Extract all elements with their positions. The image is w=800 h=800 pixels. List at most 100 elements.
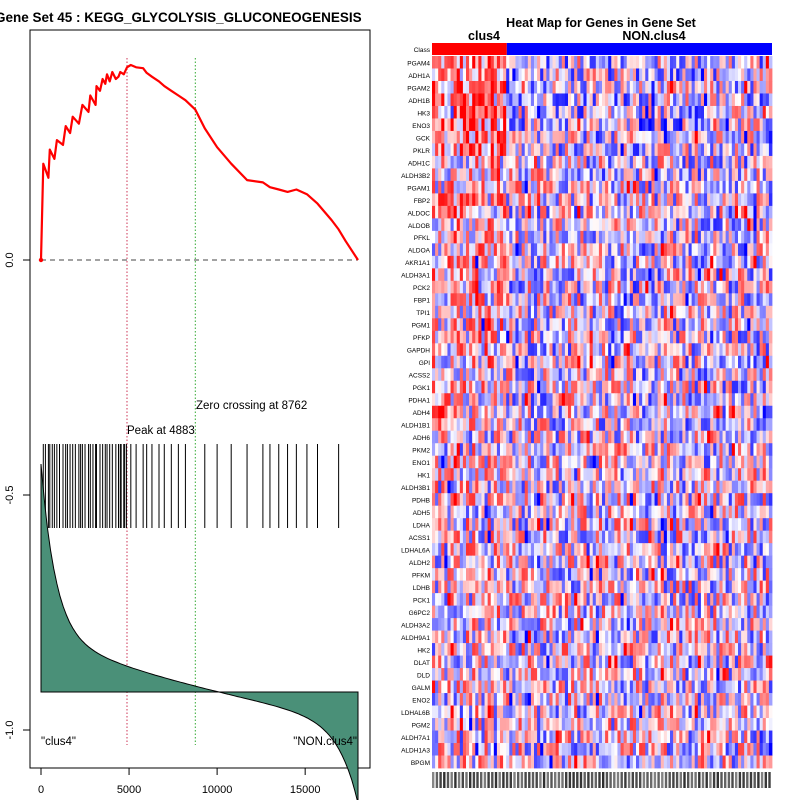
heatmap-cell	[753, 368, 757, 382]
heatmap-cell	[490, 393, 495, 407]
heatmap-cell	[462, 168, 467, 182]
heatmap-cell	[651, 56, 655, 69]
heatmap-cell	[762, 380, 767, 394]
heatmap-cell	[549, 143, 553, 157]
heatmap-cell	[571, 93, 575, 107]
heatmap-cell	[602, 243, 606, 257]
heatmap-cell	[768, 493, 773, 507]
heatmap-cell	[700, 118, 705, 132]
heatmap-cell	[768, 318, 773, 332]
heatmap-cell	[626, 405, 631, 419]
heatmap-cell	[694, 318, 699, 332]
heatmap-cell	[738, 80, 742, 94]
heatmap-cell	[731, 480, 736, 494]
heatmap-cell	[521, 56, 526, 69]
heatmap-cell	[700, 143, 705, 157]
heatmap-cell	[472, 143, 476, 157]
heatmap-cell	[530, 268, 535, 282]
heatmap-cell	[589, 255, 594, 269]
heatmap-cell	[459, 568, 464, 582]
heatmap-cell	[490, 580, 495, 594]
heatmap-cell	[768, 118, 773, 132]
heatmap-cell	[527, 455, 532, 469]
heatmap-cell	[586, 505, 591, 519]
heatmap-cell	[462, 418, 467, 432]
heatmap-cell	[586, 380, 591, 394]
heatmap-cell	[571, 368, 575, 382]
heatmap-cell	[623, 330, 628, 344]
heatmap-cell	[710, 355, 714, 369]
heatmap-cell	[435, 230, 439, 244]
heatmap-cell	[738, 243, 742, 257]
heatmap-cell	[435, 243, 439, 257]
heatmap-cell	[435, 318, 439, 332]
heatmap-cell	[716, 280, 720, 294]
x-axis-tick-label: 10000	[202, 784, 233, 796]
heatmap-cell	[673, 130, 677, 144]
heatmap-cell	[605, 405, 609, 419]
heatmap-cell	[747, 205, 751, 219]
heatmap-cell	[673, 293, 677, 307]
heatmap-cell	[558, 518, 563, 532]
heatmap-cell	[632, 405, 637, 419]
heatmap-cell	[608, 205, 612, 219]
heatmap-cell	[765, 343, 770, 357]
heatmap-cell	[598, 255, 603, 269]
heatmap-cell	[753, 455, 757, 469]
heatmap-cell	[549, 130, 553, 144]
heatmap-cell	[561, 593, 566, 607]
heatmap-cell	[456, 293, 461, 307]
heatmap-cell	[629, 480, 634, 494]
heatmap-cell	[574, 118, 578, 132]
heatmap-cell	[577, 118, 581, 132]
heatmap-cell	[657, 555, 662, 569]
heatmap-cell	[490, 480, 495, 494]
heatmap-cell	[673, 68, 677, 82]
heatmap-cell	[750, 455, 754, 469]
heatmap-cell	[580, 93, 584, 107]
heatmap-cell	[462, 505, 467, 519]
heatmap-cell	[623, 68, 628, 82]
heatmap-cell	[626, 93, 631, 107]
heatmap-cell	[685, 168, 689, 182]
heatmap-cell	[710, 218, 714, 232]
heatmap-cell	[577, 518, 581, 532]
heatmap-cell	[697, 418, 702, 432]
heatmap-cell	[725, 280, 730, 294]
heatmap-cell	[524, 430, 529, 444]
heatmap-cell	[639, 368, 643, 382]
heatmap-cell	[441, 605, 445, 619]
heatmap-cell	[728, 105, 733, 119]
heatmap-cell	[682, 143, 686, 157]
heatmap-cell	[679, 180, 683, 194]
heatmap-cell	[611, 530, 615, 544]
heatmap-cell	[521, 218, 526, 232]
heatmap-cell	[564, 68, 569, 82]
heatmap-cell	[456, 518, 461, 532]
heatmap-cell	[438, 355, 442, 369]
heatmap-cell	[654, 305, 659, 319]
heatmap-cell	[598, 280, 603, 294]
heatmap-cell	[518, 230, 523, 244]
heatmap-cell	[496, 93, 501, 107]
heatmap-cell	[673, 418, 677, 432]
heatmap-cell	[530, 493, 535, 507]
heatmap-cell	[496, 593, 501, 607]
heatmap-cell	[691, 230, 696, 244]
heatmap-cell	[707, 168, 711, 182]
heatmap-cell	[506, 393, 510, 407]
heatmap-cell	[605, 593, 609, 607]
heatmap-cell	[456, 268, 461, 282]
heatmap-cell	[493, 530, 498, 544]
heatmap-cell	[725, 268, 730, 282]
heatmap-cell	[478, 393, 482, 407]
heatmap-cell	[685, 580, 689, 594]
heatmap-cell	[642, 230, 646, 244]
heatmap-cell	[660, 56, 665, 69]
heatmap-cell	[598, 593, 603, 607]
heatmap-cell	[484, 330, 489, 344]
heatmap-cell	[673, 405, 677, 419]
heatmap-cell	[657, 480, 662, 494]
heatmap-cell	[626, 343, 631, 357]
heatmap-cell	[524, 443, 529, 457]
